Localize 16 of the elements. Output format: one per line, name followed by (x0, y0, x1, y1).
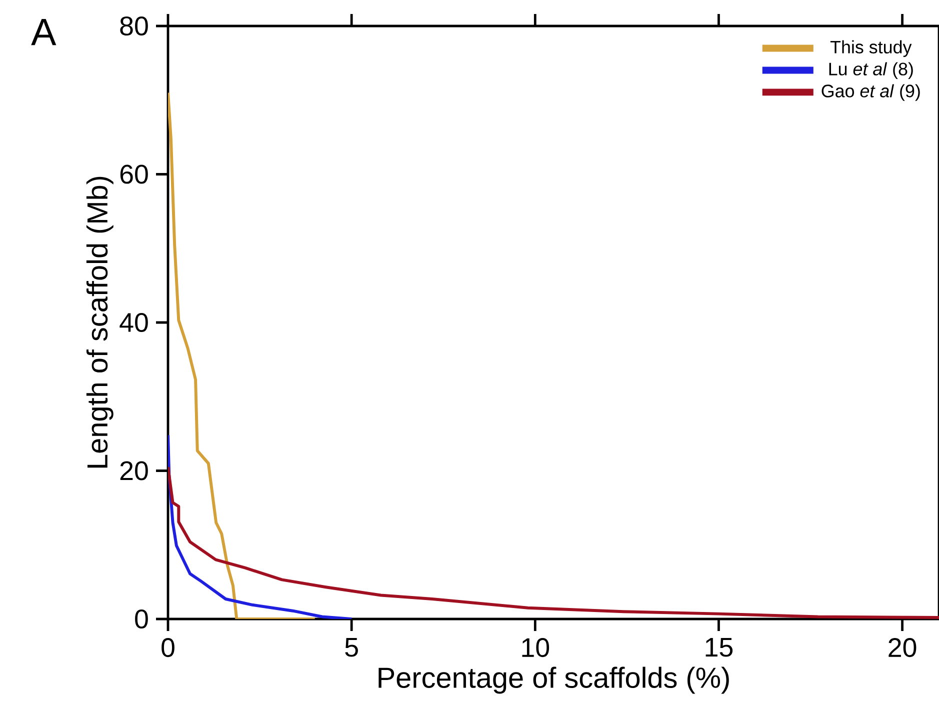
legend-label: Lu et al (8) (829, 62, 913, 79)
x-tick-label: 20 (888, 638, 916, 658)
x-tick-label: 0 (162, 638, 174, 658)
x-tick-label: 10 (522, 638, 550, 658)
y-tick-label: 40 (120, 312, 148, 332)
y-tick-label: 60 (120, 164, 148, 184)
x-tick-label: 15 (706, 638, 733, 657)
y-tick-label: 0 (135, 609, 148, 629)
x-tick-label: 5 (345, 638, 358, 657)
text: A (31, 19, 56, 46)
legend-label: Gao et al (9) (822, 84, 920, 101)
legend-label: This study (830, 40, 912, 58)
y-tick-label: 80 (120, 16, 148, 36)
y-axis-title: Length of scaffold (Mb) (86, 176, 114, 468)
x-axis-title: Percentage of scaffolds (%) (378, 666, 729, 694)
y-tick-label: 20 (120, 461, 148, 480)
